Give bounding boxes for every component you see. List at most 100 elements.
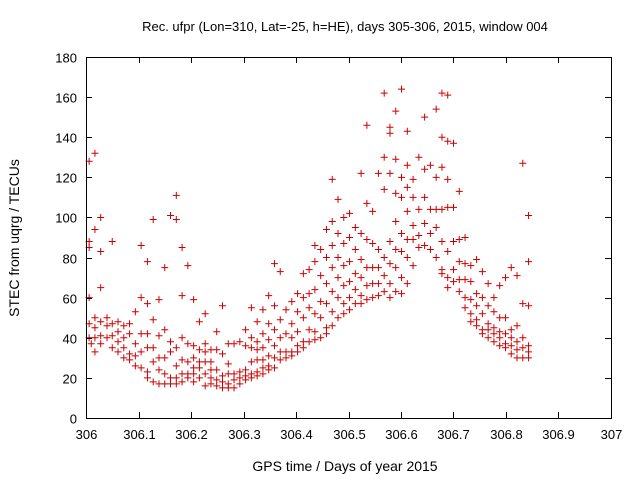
data-point xyxy=(496,334,504,342)
data-point xyxy=(178,356,186,364)
data-point xyxy=(108,344,116,352)
data-point xyxy=(213,346,221,354)
data-point xyxy=(317,272,325,280)
data-point xyxy=(322,225,330,233)
data-point xyxy=(224,360,232,368)
data-point xyxy=(501,314,509,322)
data-point xyxy=(438,270,446,278)
data-point xyxy=(455,236,463,244)
data-point xyxy=(311,310,319,318)
data-point xyxy=(305,338,313,346)
data-point xyxy=(91,334,99,342)
data-point xyxy=(230,376,238,384)
data-point xyxy=(288,320,296,328)
data-point xyxy=(230,340,238,348)
data-point xyxy=(282,306,290,314)
data-point xyxy=(184,374,192,382)
data-point xyxy=(219,372,226,380)
data-point xyxy=(120,334,128,342)
data-point xyxy=(351,270,359,278)
data-point xyxy=(380,153,388,161)
data-point xyxy=(496,282,504,290)
data-point xyxy=(230,384,238,392)
data-point xyxy=(195,374,203,382)
data-point xyxy=(513,322,521,330)
data-point xyxy=(317,246,325,254)
data-point xyxy=(432,223,440,231)
data-point xyxy=(398,248,406,256)
data-point xyxy=(386,169,394,177)
data-point xyxy=(236,380,244,388)
data-point xyxy=(120,354,128,362)
data-point xyxy=(253,338,261,346)
data-point xyxy=(172,362,180,370)
data-point xyxy=(322,254,330,262)
data-point xyxy=(270,326,278,334)
data-point xyxy=(143,300,151,308)
data-point xyxy=(519,159,527,167)
x-tick-label: 306.4 xyxy=(280,427,313,442)
data-point xyxy=(265,292,273,300)
data-point xyxy=(259,370,267,378)
data-point xyxy=(398,274,406,282)
data-point xyxy=(103,322,111,330)
x-tick-label: 306.6 xyxy=(385,427,418,442)
y-tick-label: 140 xyxy=(55,131,77,146)
data-point xyxy=(426,229,434,237)
data-point xyxy=(195,364,203,372)
data-point xyxy=(403,254,411,262)
data-point xyxy=(143,258,151,266)
data-point xyxy=(311,336,319,344)
data-point xyxy=(253,318,261,326)
data-point xyxy=(403,207,411,215)
data-point xyxy=(438,133,446,141)
data-point xyxy=(409,221,417,229)
data-point xyxy=(334,229,342,237)
x-tick-label: 306.5 xyxy=(333,427,366,442)
data-point xyxy=(131,352,139,360)
data-point xyxy=(507,350,515,358)
data-point xyxy=(97,318,105,326)
data-point xyxy=(444,91,452,99)
data-point xyxy=(143,374,151,382)
data-point xyxy=(467,318,475,326)
data-point xyxy=(484,280,492,288)
data-point xyxy=(317,314,325,322)
data-point xyxy=(374,280,382,288)
data-point xyxy=(282,354,290,362)
data-point xyxy=(322,324,330,332)
plot-area xyxy=(85,85,533,392)
data-point xyxy=(386,238,394,246)
data-point xyxy=(120,344,128,352)
data-point xyxy=(305,304,313,312)
data-point xyxy=(438,205,446,213)
data-point xyxy=(270,342,278,350)
data-point xyxy=(247,304,255,312)
data-point xyxy=(143,330,151,338)
data-point xyxy=(392,264,400,272)
data-point xyxy=(126,320,134,328)
data-point xyxy=(403,127,411,135)
data-point xyxy=(236,368,244,376)
data-point xyxy=(270,260,278,268)
data-point xyxy=(143,368,151,376)
data-point xyxy=(155,296,163,304)
data-point xyxy=(490,294,498,302)
data-point xyxy=(334,274,342,282)
data-point xyxy=(421,165,429,173)
data-point xyxy=(311,242,319,250)
data-point xyxy=(184,340,192,348)
data-point xyxy=(317,334,325,342)
data-point xyxy=(438,89,446,97)
data-point xyxy=(108,238,116,246)
data-point xyxy=(253,372,261,380)
data-point xyxy=(450,266,457,274)
data-point xyxy=(346,258,354,266)
data-point xyxy=(311,328,319,336)
data-point xyxy=(91,314,99,322)
data-point xyxy=(155,332,163,340)
data-point xyxy=(242,376,250,384)
data-point xyxy=(219,302,226,310)
data-point xyxy=(409,175,417,183)
